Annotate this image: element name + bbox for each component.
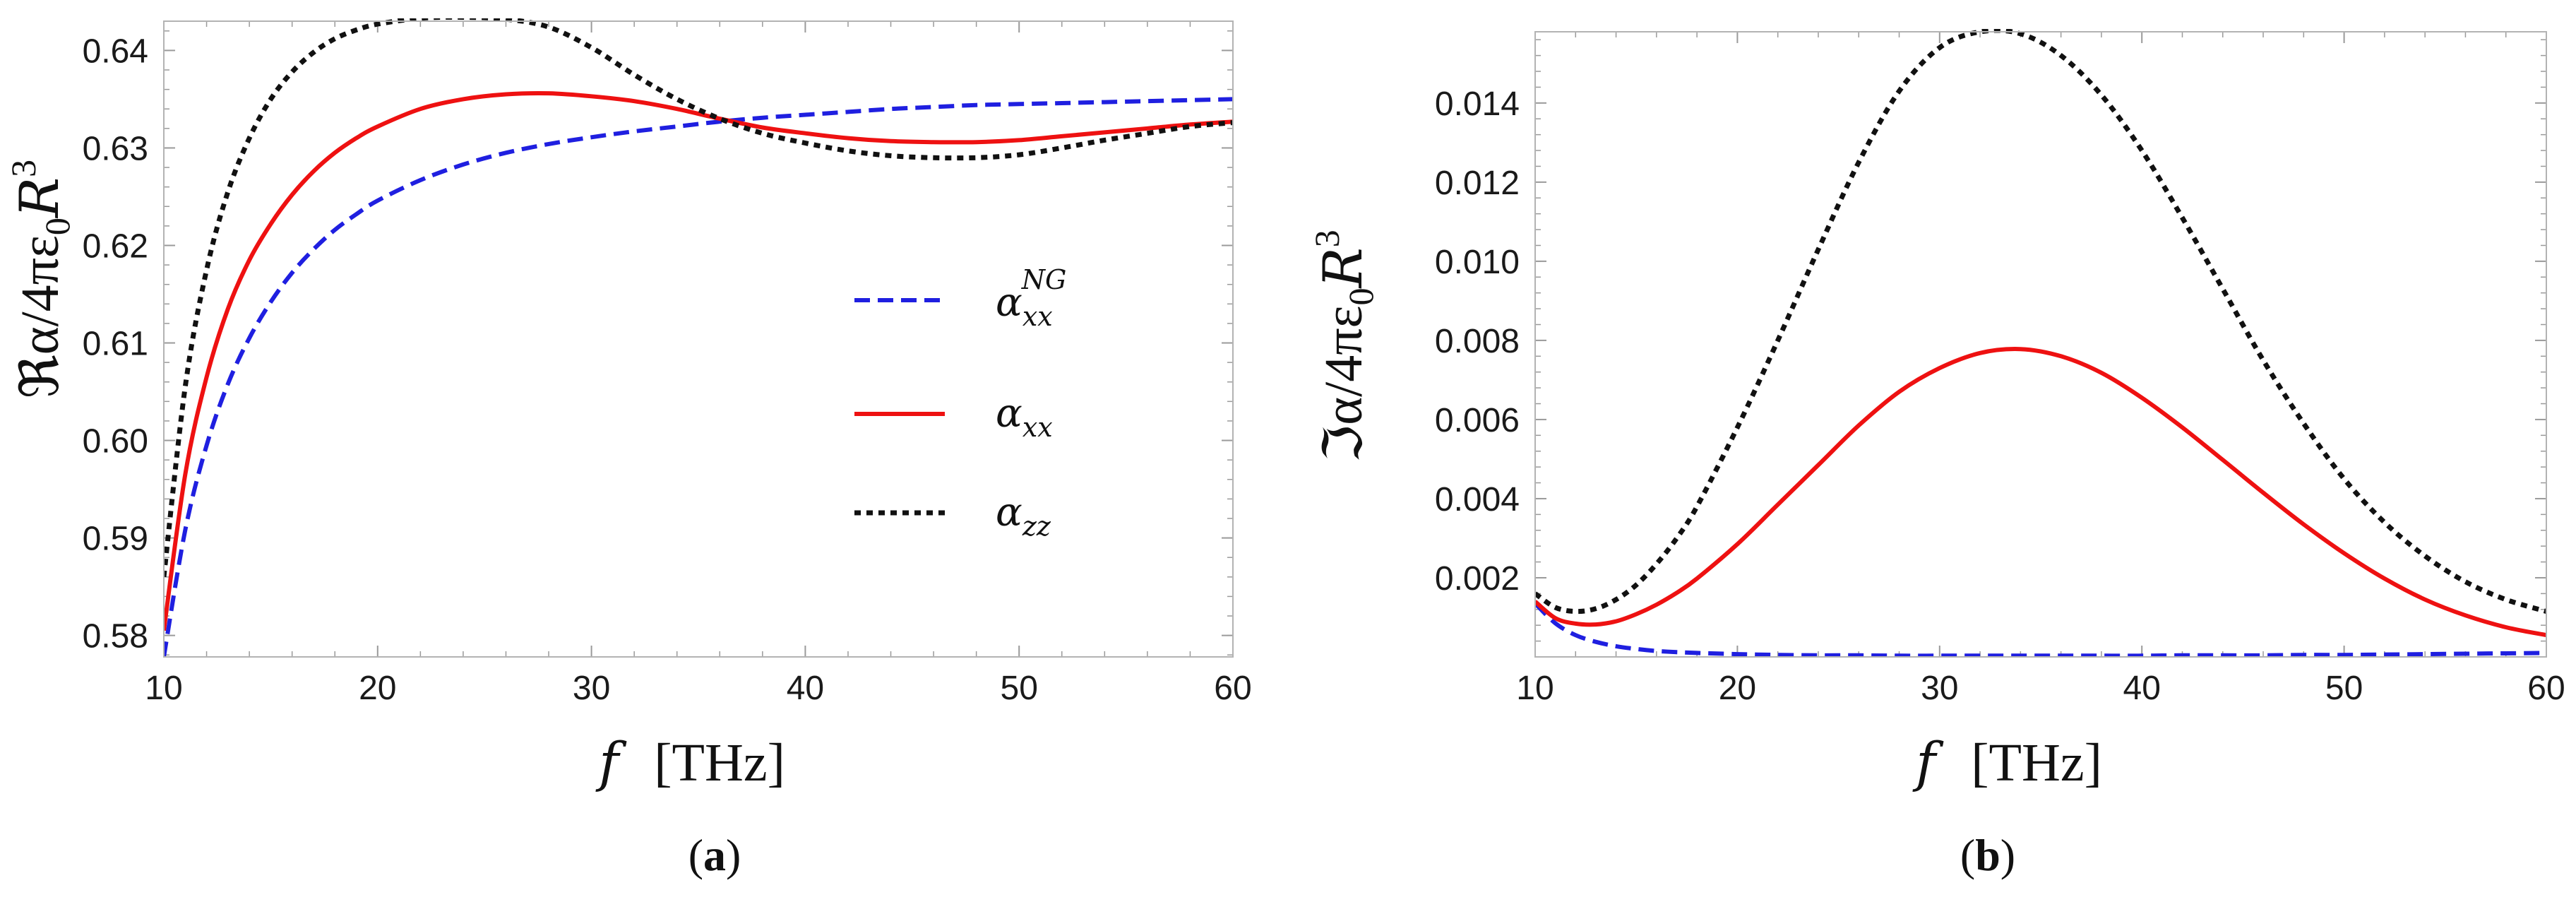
panel-b-caption-letter: b [1975,830,2000,880]
panel-a-x-axis-label: f [THz] [595,730,785,793]
series-black-dotted-line [164,18,1233,578]
panel-a-y-axis-label: ℜα/4πε0R3 [4,160,77,398]
panel-b-ylabel-r: R [1311,247,1374,289]
legend-xx-base: α [996,391,1022,437]
x-tick-label: 30 [1921,670,1958,707]
panel-b-ylabel-prefix: ℑα/4πε [1314,306,1373,463]
series-blue-dashed-line [1535,602,2546,657]
panel-a-ylabel-sub0: 0 [37,218,77,235]
series-red-solid-line [164,90,1233,631]
x-tick-label: 20 [359,670,396,707]
legend-ng-sub: xx [1022,301,1053,332]
y-tick-label: 0.010 [1435,244,1520,281]
x-tick-label: 40 [787,670,824,707]
y-tick-label: 0.60 [83,423,148,461]
panel-a-legend: αxxNG αxx αzz [854,264,1066,542]
panel-b-series [1535,29,2546,657]
panel-b-xlabel-unit: [THz] [1971,733,2102,793]
panel-a-series [164,18,1233,657]
y-tick-label: 0.006 [1435,402,1520,439]
y-tick-label: 0.004 [1435,481,1520,518]
panel-b-ylabel-sup3: 3 [1307,230,1347,247]
y-tick-label: 0.64 [83,32,148,70]
y-tick-label: 0.58 [83,618,148,655]
panel-a-tick-labels: 10 20 30 40 50 60 0.58 0.59 0.60 0.61 0.62 0.63 0.64 [83,32,1252,707]
panel-a-caption-open: ( [688,830,703,880]
x-tick-label: 60 [1214,670,1251,707]
y-tick-label: 0.63 [83,130,148,167]
x-tick-label: 50 [1001,670,1038,707]
y-tick-label: 0.012 [1435,165,1520,202]
panel-a-ylabel-sup3: 3 [4,160,43,177]
legend-xx-sub: xx [1022,412,1053,443]
y-tick-label: 0.008 [1435,323,1520,360]
panel-a-frame [163,20,1234,658]
panel-b-xlabel-var: f [1912,730,1944,793]
legend-label-alpha-xx-ng: αxx NG [996,264,1066,332]
panel-b-tick-marks [1534,32,2547,658]
panel-b-caption: (b) [1960,830,2015,880]
panel-b-y-axis-label: ℑα/4πε0R3 [1307,230,1381,462]
panel-b-caption-close: ) [2000,830,2015,880]
panel-a-caption-letter: a [703,830,726,880]
series-red-solid-line [1535,347,2546,638]
panel-b: 10 20 30 40 50 600.0020.0040.0060.0080.0100.0… [1307,29,2565,880]
x-tick-label: 20 [1719,670,1756,707]
y-tick-label: 0.014 [1435,85,1520,123]
panel-b-caption-open: ( [1960,830,1975,880]
x-tick-label: 10 [145,670,182,707]
series-black-dotted-line [1535,29,2546,615]
x-tick-label: 60 [2527,670,2565,707]
x-tick-label: 30 [573,670,610,707]
panel-a-xlabel-var: f [595,730,627,793]
panel-a-tick-marks [163,21,1234,657]
panel-b-x-axis-label: f [THz] [1912,730,2102,793]
series-blue-dashed-line [164,97,1233,657]
y-tick-label: 0.61 [83,326,148,363]
legend-label-alpha-xx: αxx [996,391,1053,443]
x-tick-label: 10 [1516,670,1554,707]
legend-ng-sup: NG [1021,264,1067,295]
y-tick-label: 0.59 [83,521,148,558]
legend-zz-sub: zz [1022,511,1051,542]
panel-a-ylabel-prefix: ℜα/4πε [11,235,70,398]
panel-a-caption-close: ) [726,830,741,880]
panel-b-frame [1534,31,2547,658]
panel-b-ylabel-sub0: 0 [1341,288,1381,306]
panel-a: 10 20 30 40 50 600.580.590.600.610.620.630.64… [4,18,1252,880]
legend-ng-base: α [996,280,1022,326]
panel-a-caption: (a) [688,830,741,880]
legend-label-alpha-zz: αzz [996,489,1051,542]
panel-a-ylabel-r: R [8,177,71,219]
legend-zz-base: α [996,489,1022,535]
x-tick-label: 50 [2325,670,2363,707]
x-tick-label: 40 [2123,670,2161,707]
panel-a-xlabel-unit: [THz] [654,733,785,793]
y-tick-label: 0.62 [83,227,148,265]
panel-b-tick-labels: 10 20 30 40 50 60 0.002 0.004 0.006 0.008 0.010 0.0… [1435,85,2565,707]
y-tick-label: 0.002 [1435,560,1520,598]
